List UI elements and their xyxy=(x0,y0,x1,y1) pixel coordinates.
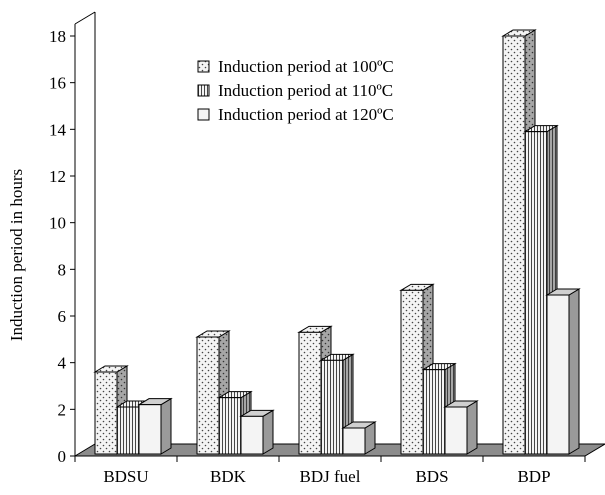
y-tick-label: 6 xyxy=(58,307,67,326)
y-tick-label: 8 xyxy=(58,260,67,279)
y-tick-label: 18 xyxy=(49,27,66,46)
bar xyxy=(341,421,377,455)
bar-front xyxy=(320,359,344,455)
legend-box xyxy=(194,56,478,138)
bar-side xyxy=(262,409,274,455)
y-axis-label: Induction period in hours xyxy=(7,169,26,341)
y-tick-label: 14 xyxy=(49,120,67,139)
x-category-label: BDSU xyxy=(103,467,148,486)
chart-bars-layer xyxy=(93,29,581,455)
y-tick-label: 4 xyxy=(58,354,67,373)
legend-label: Induction period at 100ºC xyxy=(218,57,394,76)
bar xyxy=(239,409,275,455)
side-wall-top-edge xyxy=(74,11,96,25)
y-tick-label: 16 xyxy=(49,74,66,93)
legend-swatch xyxy=(197,108,210,121)
bar xyxy=(137,397,173,455)
x-category-label: BDJ fuel xyxy=(300,467,361,486)
legend-label: Induction period at 110ºC xyxy=(218,81,393,100)
legend-label: Induction period at 120ºC xyxy=(218,105,394,124)
x-category-label: BDS xyxy=(415,467,448,486)
bar-front xyxy=(196,336,220,455)
bar xyxy=(545,288,581,455)
bar-front xyxy=(546,294,570,455)
bar-side xyxy=(466,400,478,455)
bar-front xyxy=(218,397,242,455)
x-category-label: BDK xyxy=(210,467,247,486)
legend-swatch xyxy=(197,84,210,97)
bar-front xyxy=(400,289,424,455)
bar-side xyxy=(568,288,580,455)
bar-front xyxy=(116,406,140,455)
bar-front xyxy=(240,415,264,455)
bar-front xyxy=(422,369,446,455)
bar xyxy=(93,365,129,455)
y-tick-labels: 0 2 4 6 8 10 12 14 16 18 xyxy=(49,27,67,466)
legend: Induction period at 100ºC Induction perio… xyxy=(194,56,478,138)
bar-front xyxy=(502,35,526,455)
bar-front xyxy=(342,427,366,455)
bar-front xyxy=(444,406,468,455)
bar xyxy=(195,330,231,455)
x-category-labels: BDSU BDK BDJ fuel BDS BDP xyxy=(103,467,550,486)
bar-side xyxy=(160,397,172,455)
x-category-label: BDP xyxy=(517,467,550,486)
bar-front xyxy=(524,131,548,455)
y-tick-label: 10 xyxy=(49,214,66,233)
y-tick-label: 12 xyxy=(49,167,66,186)
bar xyxy=(443,400,479,455)
y-tick-label: 0 xyxy=(58,447,67,466)
bar-front xyxy=(94,371,118,455)
legend-swatch xyxy=(197,60,210,73)
y-tick-label: 2 xyxy=(58,400,67,419)
bar-front xyxy=(138,404,162,455)
bar-front xyxy=(298,331,322,455)
